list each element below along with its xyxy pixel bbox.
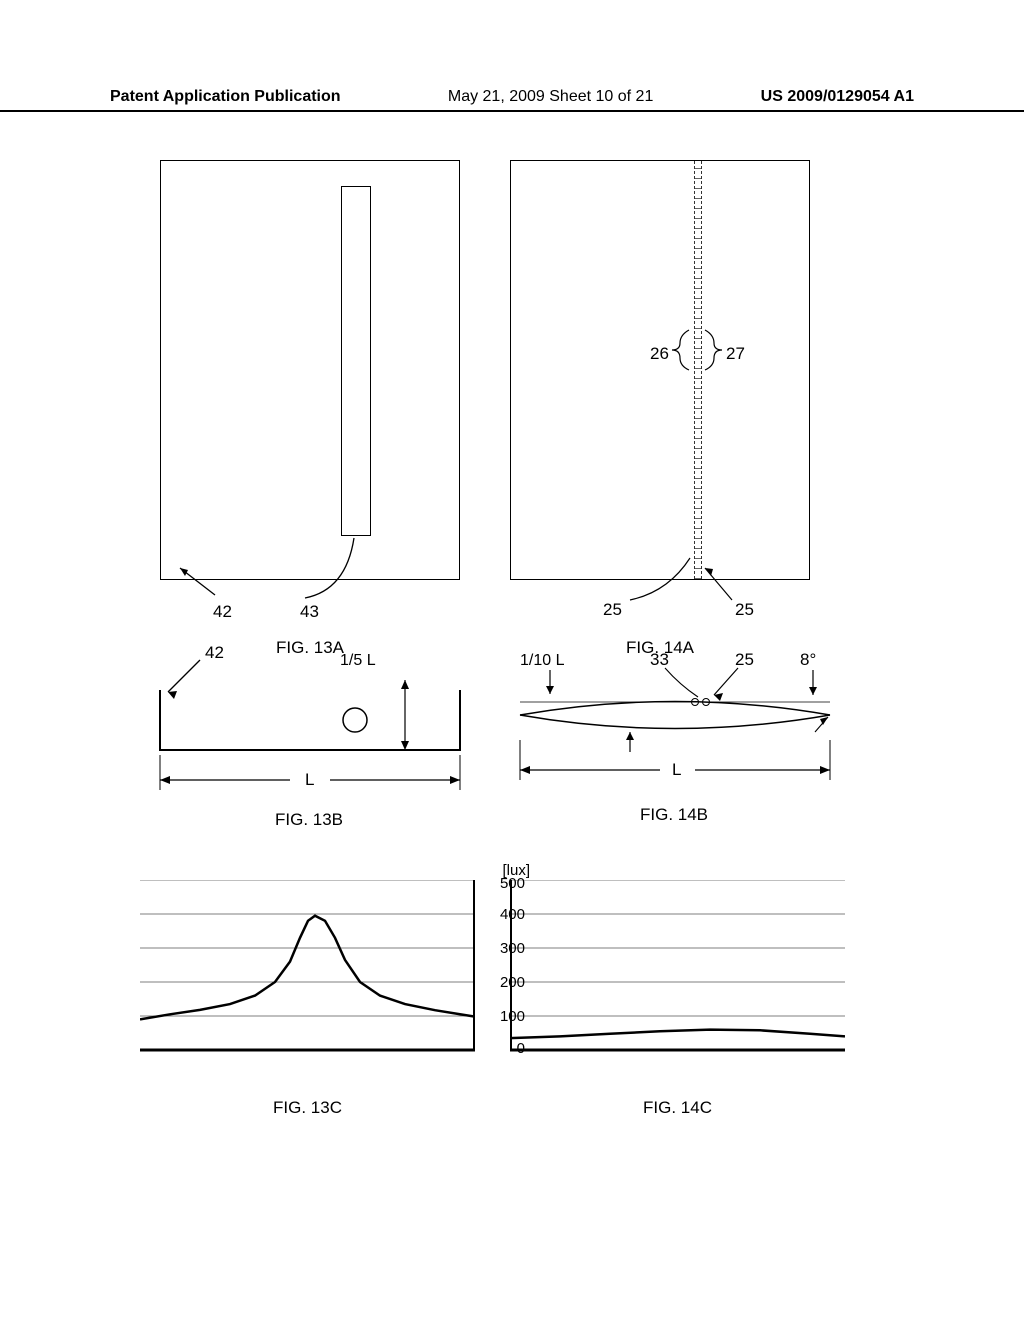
fig14a-ref-26: 26 <box>650 344 669 364</box>
fig13b-caption: FIG. 13B <box>275 810 343 829</box>
fig13b-ref-42: 42 <box>205 643 224 662</box>
fig14b-caption: FIG. 14B <box>640 805 708 824</box>
fig13a-leaders <box>160 160 460 600</box>
page-header: Patent Application Publication May 21, 2… <box>0 88 1024 112</box>
fig14b-top-arc <box>520 702 830 716</box>
row-top-views: 42 1/5 L L FIG. 13B 1/10 L <box>0 640 1024 880</box>
fig14c-caption: FIG. 14C <box>510 1098 845 1118</box>
fig13a-ref-43: 43 <box>300 602 319 622</box>
fig14a-ref-25-right: 25 <box>735 600 754 620</box>
fig-14c-chart <box>510 880 845 1110</box>
lux-tick-500: 500 <box>500 875 525 892</box>
header-pub-number: US 2009/0129054 A1 <box>761 88 914 106</box>
fig14a-ref-25-left: 25 <box>603 600 622 620</box>
fig-14b: 1/10 L 33 25 8° L FIG. 14B <box>500 640 860 840</box>
fig14b-angle-label: 8° <box>800 650 816 669</box>
fig13b-tube-xsection <box>343 708 367 732</box>
fig13b-length-label: L <box>305 770 314 789</box>
fig14b-ref-25: 25 <box>735 650 754 669</box>
lux-tick-300: 300 <box>500 940 525 957</box>
figures-area: 42 43 FIG. 13A 26 27 25 <box>0 150 1024 1160</box>
lux-tick-200: 200 <box>500 974 525 991</box>
fig-13b: 42 1/5 L L FIG. 13B <box>140 640 490 840</box>
fig13c-caption: FIG. 13C <box>140 1098 475 1118</box>
fig13b-height-label: 1/5 L <box>340 652 376 669</box>
fig14b-bottom-arc <box>520 715 830 729</box>
fig13a-ref-42: 42 <box>213 602 232 622</box>
fig14b-height-label: 1/10 L <box>520 652 565 669</box>
fig14b-length-label: L <box>672 760 681 779</box>
lux-tick-0: 0 <box>517 1040 525 1057</box>
fig14a-ref-27: 27 <box>726 344 745 364</box>
row-lux-charts: [lux] 500 400 300 200 100 0 FIG. 13C FIG… <box>0 880 1024 1160</box>
header-publication: Patent Application Publication <box>110 88 341 106</box>
fig14b-ref-33: 33 <box>650 650 669 669</box>
lux-tick-100: 100 <box>500 1008 525 1025</box>
header-date-sheet: May 21, 2009 Sheet 10 of 21 <box>448 88 653 106</box>
fig14a-leaders <box>510 160 810 610</box>
fig-13c-chart <box>140 880 475 1110</box>
row-front-views: 42 43 FIG. 13A 26 27 25 <box>0 150 1024 640</box>
lux-tick-400: 400 <box>500 906 525 923</box>
